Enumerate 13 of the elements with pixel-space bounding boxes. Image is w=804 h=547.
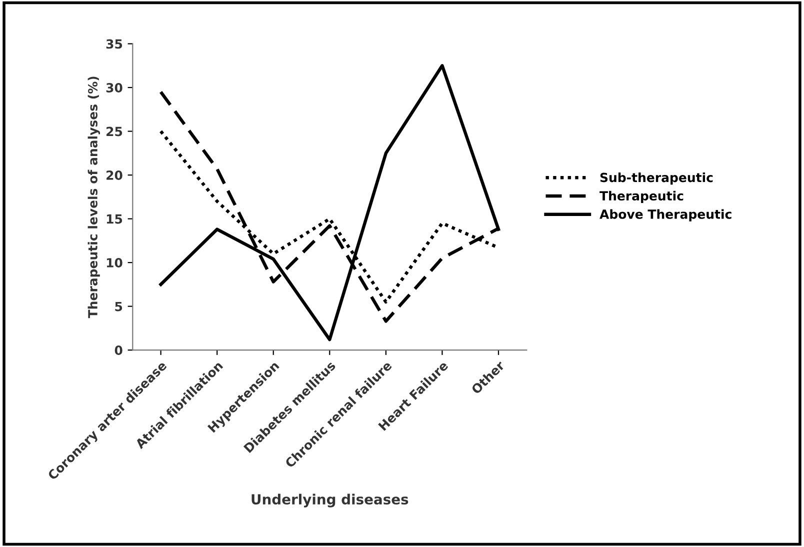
y-tick-label: 35 (106, 39, 122, 49)
legend-label: Sub-therapeutic (600, 172, 713, 185)
legend-label: Therapeutic (600, 190, 684, 203)
y-tick-label: 20 (106, 170, 122, 180)
y-tick-label: 10 (106, 258, 122, 268)
y-tick-label: 15 (106, 214, 122, 224)
y-tick-label: 5 (115, 302, 122, 312)
y-tick-label: 30 (106, 82, 122, 92)
legend-label: Above Therapeutic (600, 209, 732, 222)
y-tick-label: 25 (106, 126, 122, 136)
y-tick-label: 0 (114, 346, 122, 356)
x-axis-title: Underlying diseases (252, 494, 408, 508)
y-axis-title: Therapeutic levels of analyses (%) (88, 76, 100, 318)
